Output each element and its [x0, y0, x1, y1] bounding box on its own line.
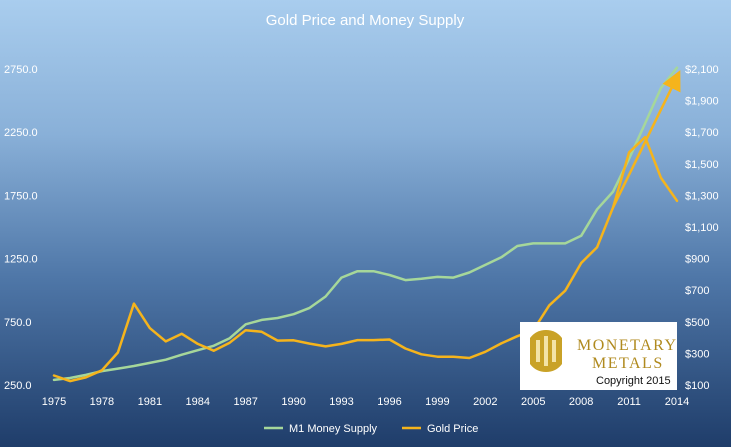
x-axis-tick-label: 1996 [377, 396, 401, 408]
right-axis-tick-label: $1,700 [685, 127, 719, 139]
left-axis-tick-label: 250.0 [4, 380, 32, 392]
right-axis-tick-label: $2,100 [685, 64, 719, 76]
trend-arrow [611, 70, 681, 208]
x-axis-tick-label: 2002 [473, 396, 497, 408]
logo-mark-icon [530, 330, 562, 372]
chart-title: Gold Price and Money Supply [266, 12, 465, 29]
right-axis-tick-label: $1,300 [685, 190, 719, 202]
x-axis-tick-label: 1978 [90, 396, 114, 408]
logo-brand-line-2: METALS [592, 355, 664, 372]
right-axis-tick-label: $1,900 [685, 96, 719, 108]
x-axis-tick-label: 1984 [186, 396, 210, 408]
left-y-axis: 250.0 750.0 1250.0 1750.0 2250.0 2750.0 [4, 64, 38, 392]
right-axis-tick-label: $300 [685, 348, 709, 360]
x-axis-tick-label: 2014 [665, 396, 689, 408]
m1-money-supply-line [52, 66, 679, 382]
logo-brand-line-1: MONETARY [577, 337, 678, 354]
x-axis-tick-label: 2005 [521, 396, 545, 408]
right-axis-tick-label: $1,100 [685, 222, 719, 234]
chart-legend: M1 Money Supply Gold Price [264, 423, 478, 435]
x-axis-tick-label: 1987 [233, 396, 257, 408]
legend-m1-label: M1 Money Supply [289, 423, 378, 435]
monetary-metals-logo: MONETARY METALS Copyright 2015 [520, 322, 678, 390]
legend-gold-label: Gold Price [427, 423, 478, 435]
right-axis-tick-label: $500 [685, 317, 709, 329]
left-axis-tick-label: 750.0 [4, 317, 32, 329]
x-axis-tick-label: 1990 [281, 396, 305, 408]
annotation-layer [611, 70, 681, 208]
right-axis-tick-label: $1,500 [685, 159, 719, 171]
right-axis-tick-label: $900 [685, 254, 709, 266]
x-axis-tick-label: 1975 [42, 396, 66, 408]
left-axis-tick-label: 1750.0 [4, 190, 38, 202]
x-axis-tick-label: 1981 [138, 396, 162, 408]
x-axis-tick-label: 2008 [569, 396, 593, 408]
x-axis-tick-label: 2011 [617, 396, 641, 408]
logo-copyright: Copyright 2015 [596, 375, 671, 387]
series-layer [52, 66, 679, 383]
x-axis-tick-label: 1999 [425, 396, 449, 408]
right-axis-tick-label: $100 [685, 380, 709, 392]
x-axis-tick-label: 1993 [329, 396, 353, 408]
gold-price-line [52, 135, 679, 383]
x-axis: 1975 1978 1981 1984 1987 1990 1993 1996 1999 2002… [42, 396, 689, 408]
left-axis-tick-label: 1250.0 [4, 254, 38, 266]
left-axis-tick-label: 2750.0 [4, 64, 38, 76]
right-y-axis: $100 $300 $500 $700 $900 $1,100 $1,300 $1,500 $1… [685, 64, 719, 392]
right-axis-tick-label: $700 [685, 285, 709, 297]
left-axis-tick-label: 2250.0 [4, 127, 38, 139]
